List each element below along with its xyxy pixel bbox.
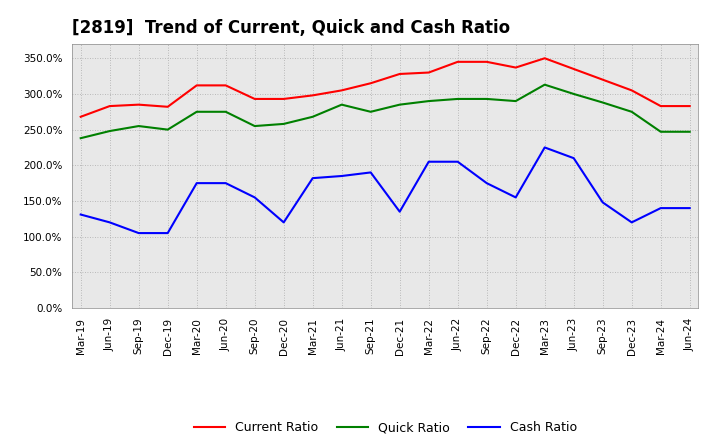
Quick Ratio <box>221 109 230 114</box>
Cash Ratio <box>338 173 346 179</box>
Quick Ratio <box>366 109 375 114</box>
Quick Ratio <box>105 128 114 134</box>
Cash Ratio <box>657 205 665 211</box>
Quick Ratio <box>482 96 491 102</box>
Quick Ratio <box>627 109 636 114</box>
Cash Ratio <box>627 220 636 225</box>
Current Ratio <box>251 96 259 102</box>
Current Ratio <box>541 55 549 61</box>
Current Ratio <box>338 88 346 93</box>
Current Ratio <box>279 96 288 102</box>
Quick Ratio <box>279 121 288 127</box>
Line: Quick Ratio: Quick Ratio <box>81 84 690 138</box>
Current Ratio <box>424 70 433 75</box>
Quick Ratio <box>76 136 85 141</box>
Cash Ratio <box>482 180 491 186</box>
Quick Ratio <box>251 123 259 128</box>
Cash Ratio <box>395 209 404 214</box>
Cash Ratio <box>511 195 520 200</box>
Cash Ratio <box>308 176 317 181</box>
Current Ratio <box>76 114 85 119</box>
Cash Ratio <box>251 195 259 200</box>
Current Ratio <box>454 59 462 65</box>
Current Ratio <box>598 77 607 82</box>
Cash Ratio <box>76 212 85 217</box>
Cash Ratio <box>366 170 375 175</box>
Line: Current Ratio: Current Ratio <box>81 58 690 117</box>
Text: [2819]  Trend of Current, Quick and Cash Ratio: [2819] Trend of Current, Quick and Cash … <box>72 19 510 37</box>
Current Ratio <box>685 103 694 109</box>
Legend: Current Ratio, Quick Ratio, Cash Ratio: Current Ratio, Quick Ratio, Cash Ratio <box>189 416 582 439</box>
Cash Ratio <box>279 220 288 225</box>
Quick Ratio <box>338 102 346 107</box>
Current Ratio <box>105 103 114 109</box>
Quick Ratio <box>570 92 578 97</box>
Current Ratio <box>308 93 317 98</box>
Quick Ratio <box>685 129 694 134</box>
Current Ratio <box>482 59 491 65</box>
Current Ratio <box>570 66 578 72</box>
Current Ratio <box>192 83 201 88</box>
Quick Ratio <box>308 114 317 119</box>
Quick Ratio <box>511 99 520 104</box>
Cash Ratio <box>685 205 694 211</box>
Current Ratio <box>657 103 665 109</box>
Quick Ratio <box>395 102 404 107</box>
Cash Ratio <box>192 180 201 186</box>
Current Ratio <box>511 65 520 70</box>
Quick Ratio <box>454 96 462 102</box>
Current Ratio <box>366 81 375 86</box>
Quick Ratio <box>598 100 607 105</box>
Cash Ratio <box>221 180 230 186</box>
Quick Ratio <box>657 129 665 134</box>
Quick Ratio <box>541 82 549 87</box>
Cash Ratio <box>135 231 143 236</box>
Current Ratio <box>163 104 172 110</box>
Current Ratio <box>135 102 143 107</box>
Cash Ratio <box>454 159 462 165</box>
Current Ratio <box>627 88 636 93</box>
Cash Ratio <box>570 155 578 161</box>
Quick Ratio <box>163 127 172 132</box>
Quick Ratio <box>424 99 433 104</box>
Quick Ratio <box>135 123 143 128</box>
Current Ratio <box>395 71 404 77</box>
Current Ratio <box>221 83 230 88</box>
Cash Ratio <box>163 231 172 236</box>
Quick Ratio <box>192 109 201 114</box>
Cash Ratio <box>598 200 607 205</box>
Cash Ratio <box>541 145 549 150</box>
Cash Ratio <box>105 220 114 225</box>
Cash Ratio <box>424 159 433 165</box>
Line: Cash Ratio: Cash Ratio <box>81 147 690 233</box>
